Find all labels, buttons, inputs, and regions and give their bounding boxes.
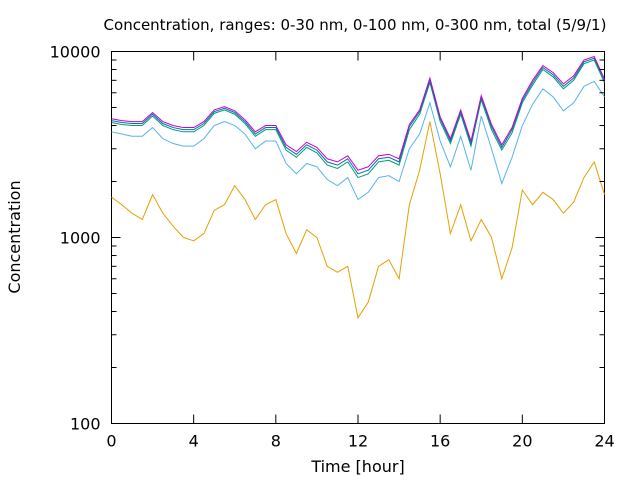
series-line-4: [111, 57, 605, 175]
series-line-5: [111, 55, 605, 171]
tick-labels-layer: 0 4 8 12 16 20 24 100 1000 10000: [50, 43, 615, 451]
series-line-3: [111, 59, 605, 179]
x-tick-label: 8: [271, 432, 281, 451]
x-tick-label: 0: [106, 432, 116, 451]
y-tick-label: 1000: [60, 229, 101, 248]
x-tick-label: 4: [189, 432, 199, 451]
ticks-layer: [111, 51, 605, 424]
y-tick-label: 10000: [50, 43, 101, 62]
series-line-1: [111, 121, 605, 320]
x-tick-label: 12: [348, 432, 368, 451]
plot-frame: [111, 51, 605, 424]
series-line-2: [111, 80, 605, 201]
x-tick-label: 24: [594, 432, 614, 451]
chart-title: Concentration, ranges: 0-30 nm, 0-100 nm…: [104, 16, 607, 34]
y-axis-label: Concentration: [5, 180, 24, 293]
x-tick-label: 20: [512, 432, 532, 451]
y-tick-label: 100: [70, 415, 101, 434]
series-layer: [111, 55, 605, 320]
x-tick-label: 16: [430, 432, 450, 451]
x-axis-label: Time [hour]: [310, 457, 404, 476]
